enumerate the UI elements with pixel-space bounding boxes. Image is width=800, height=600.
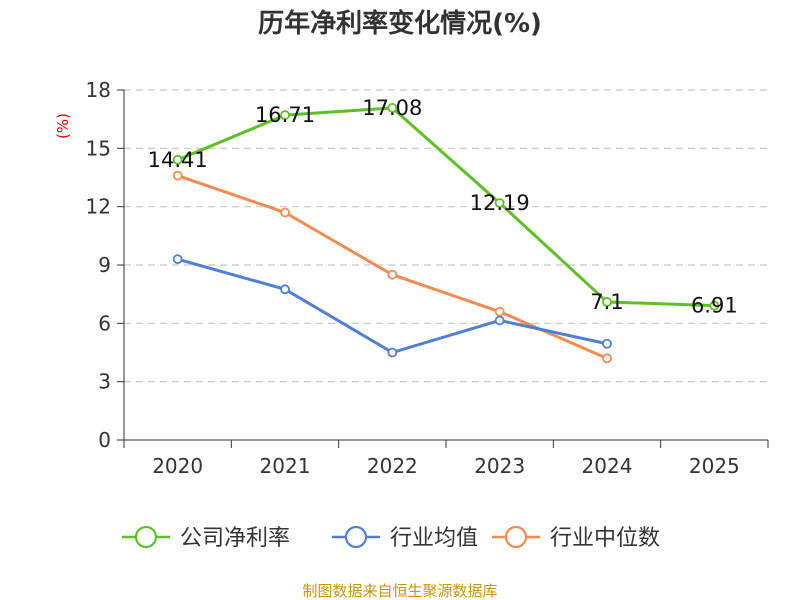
x-tick-label-2022: 2022 <box>367 454 418 478</box>
legend-label: 行业中位数 <box>550 526 660 551</box>
x-tick-label-2023: 2023 <box>474 454 525 478</box>
y-tick-label-3: 3 <box>98 370 111 394</box>
legend-item-3[interactable]: 行业中位数 <box>492 525 660 551</box>
data-point-2021 <box>280 284 290 295</box>
data-point-2022 <box>387 102 398 113</box>
data-label-2024: 7.1 <box>590 290 623 314</box>
data-point-2023 <box>494 198 505 208</box>
data-point-2025 <box>709 300 720 311</box>
data-label-2021: 16.71 <box>255 103 315 127</box>
data-point-2023 <box>494 306 505 317</box>
data-point-2021 <box>280 207 290 218</box>
data-point-2020 <box>172 170 183 181</box>
legend-item-2[interactable]: 行业均值 <box>332 525 478 551</box>
legend-label: 公司净利率 <box>180 526 290 551</box>
series-line-1 <box>176 106 716 308</box>
x-tick-label-2024: 2024 <box>582 454 633 478</box>
y-axis-unit-label: (%) <box>54 113 72 139</box>
y-tick-label-0: 0 <box>98 428 111 452</box>
data-point-2020 <box>172 154 183 165</box>
axes: 0 3 6 9 12 15 18 2020 2021 2022 2023 2024 2025 <box>86 78 769 478</box>
legend-marker <box>134 525 158 549</box>
data-point-2021 <box>280 110 290 120</box>
data-point-2022 <box>387 269 398 280</box>
data-label-2023: 12.19 <box>470 191 530 215</box>
data-label-2025: 6.91 <box>691 294 738 318</box>
source-note: 制图数据来自恒生聚源数据库 <box>302 582 497 600</box>
data-point-2024 <box>602 353 612 364</box>
data-point-2024 <box>602 297 612 307</box>
legend-marker <box>344 525 368 549</box>
data-point-2022 <box>387 347 398 358</box>
legend-marker <box>504 525 528 549</box>
series-lines <box>172 102 720 364</box>
data-point-2023 <box>494 315 505 326</box>
x-tick-label-2020: 2020 <box>152 454 203 478</box>
legend-label: 行业均值 <box>390 526 478 551</box>
x-tick-label-2021: 2021 <box>260 454 311 478</box>
y-tick-label-15: 15 <box>86 136 111 160</box>
chart-title: 历年净利率变化情况(%) <box>258 8 542 39</box>
y-tick-label-6: 6 <box>98 311 111 335</box>
data-point-2020 <box>172 254 183 265</box>
data-label-2022: 17.08 <box>362 96 422 120</box>
series-2 <box>172 254 612 358</box>
data-point-2024 <box>602 338 612 349</box>
y-tick-label-18: 18 <box>86 78 111 102</box>
data-labels: 14.41 16.71 17.08 12.19 7.1 6.91 <box>148 96 738 318</box>
y-tick-label-9: 9 <box>98 253 111 277</box>
series-1 <box>172 102 720 311</box>
y-tick-label-12: 12 <box>86 195 111 219</box>
data-label-2020: 14.41 <box>148 148 208 172</box>
series-3 <box>172 170 612 364</box>
x-tick-label-2025: 2025 <box>689 454 740 478</box>
legend[interactable]: 公司净利率 行业均值 行业中位数 <box>122 525 660 551</box>
legend-item-1[interactable]: 公司净利率 <box>122 525 290 551</box>
